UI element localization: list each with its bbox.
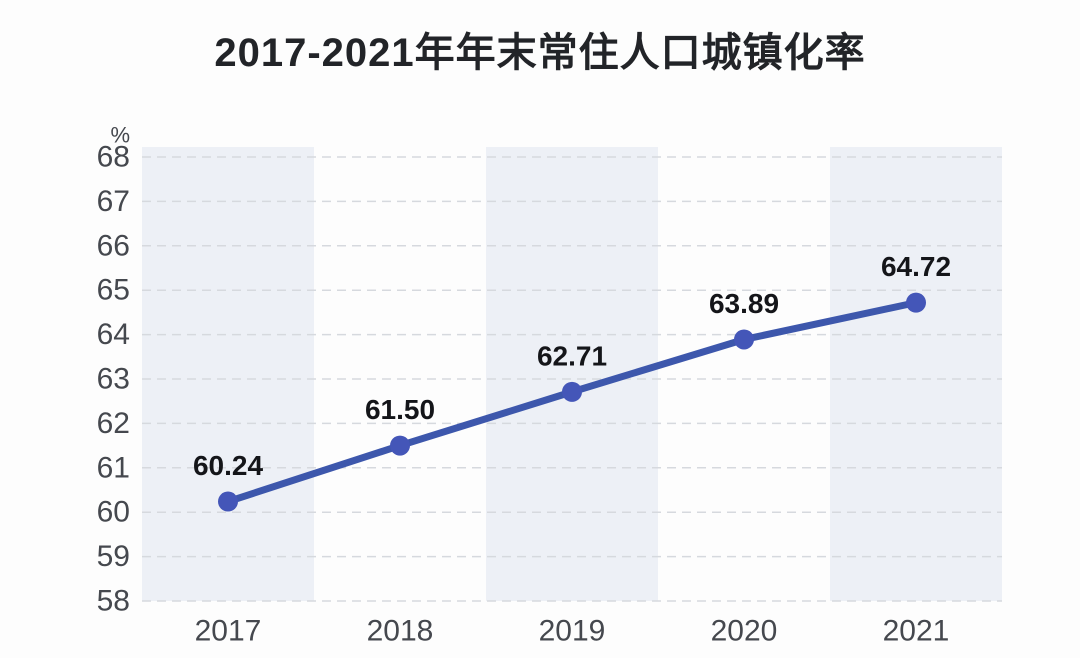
y-tick-label: 59 bbox=[97, 540, 130, 573]
y-tick-label: 67 bbox=[97, 185, 130, 218]
x-tick-label: 2017 bbox=[195, 615, 262, 648]
y-tick-label: 61 bbox=[97, 451, 130, 484]
y-tick-label: 68 bbox=[97, 141, 130, 174]
data-point bbox=[562, 381, 582, 402]
y-tick-label: 60 bbox=[97, 496, 130, 529]
data-point-label: 63.89 bbox=[709, 288, 779, 319]
data-point bbox=[906, 292, 926, 313]
y-tick-label: 62 bbox=[97, 407, 130, 440]
y-tick-label: 65 bbox=[97, 274, 130, 307]
y-tick-label: 66 bbox=[97, 229, 130, 262]
data-point-label: 61.50 bbox=[365, 394, 435, 425]
x-tick-label: 2019 bbox=[539, 615, 606, 648]
data-point-label: 64.72 bbox=[881, 251, 951, 282]
chart-title: 2017-2021年年末常住人口城镇化率 bbox=[214, 31, 866, 75]
x-tick-label: 2018 bbox=[367, 615, 434, 648]
plot-band bbox=[830, 147, 1002, 601]
plot-band bbox=[142, 147, 314, 601]
y-tick-label: 63 bbox=[97, 363, 130, 396]
y-tick-label: 64 bbox=[97, 318, 130, 351]
data-point-label: 60.24 bbox=[193, 450, 263, 481]
x-tick-label: 2021 bbox=[883, 615, 950, 648]
data-point-label: 62.71 bbox=[537, 340, 607, 371]
data-point bbox=[734, 329, 754, 350]
y-axis-unit: % bbox=[110, 123, 130, 148]
y-tick-label: 58 bbox=[97, 585, 130, 618]
x-tick-label: 2020 bbox=[711, 615, 778, 648]
data-point bbox=[390, 435, 410, 456]
data-point bbox=[218, 491, 238, 512]
